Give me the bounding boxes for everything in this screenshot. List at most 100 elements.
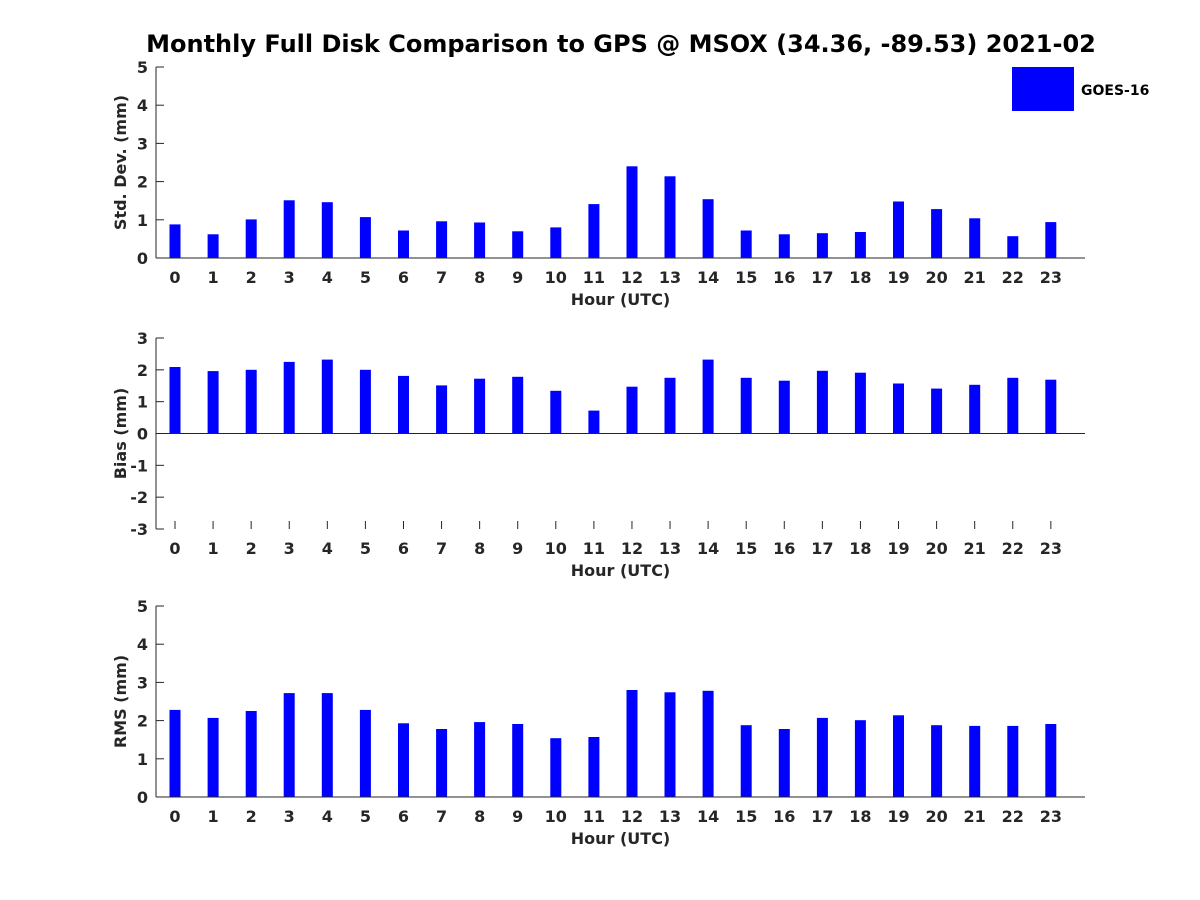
bias-x-tick-label: 9 xyxy=(512,539,523,558)
std-dev-bar-11 xyxy=(588,204,600,258)
rms-x-tick-label: 2 xyxy=(246,807,257,826)
legend: GOES-16 xyxy=(1012,67,1149,111)
std-dev-x-tick-label: 16 xyxy=(773,268,795,287)
std-dev-x-tick-label: 19 xyxy=(887,268,909,287)
bias-bar-22 xyxy=(1007,377,1019,434)
rms-bar-9 xyxy=(512,724,524,797)
rms-bar-12 xyxy=(626,690,638,797)
bias-x-tick-label: 21 xyxy=(964,539,986,558)
std-dev-y-axis-label: Std. Dev. (mm) xyxy=(111,95,130,230)
bias-y-tick-label: 3 xyxy=(137,329,148,348)
rms-x-tick-label: 15 xyxy=(735,807,757,826)
rms-x-tick-label: 17 xyxy=(811,807,833,826)
bias-y-tick-label: -3 xyxy=(130,520,148,539)
bias-bar-0 xyxy=(169,367,181,434)
rms-bar-10 xyxy=(550,738,562,797)
bias-x-tick-label: 22 xyxy=(1002,539,1024,558)
std-dev-x-tick-label: 1 xyxy=(208,268,219,287)
rms-bar-7 xyxy=(436,729,448,797)
rms-x-tick-label: 9 xyxy=(512,807,523,826)
bias-x-tick-label: 14 xyxy=(697,539,719,558)
rms-x-tick-label: 16 xyxy=(773,807,795,826)
rms-y-tick-label: 0 xyxy=(137,788,148,807)
rms-bar-3 xyxy=(283,693,295,797)
std-dev-x-tick-label: 15 xyxy=(735,268,757,287)
rms-y-tick-label: 5 xyxy=(137,597,148,616)
std-dev-x-tick-label: 17 xyxy=(811,268,833,287)
bias-bar-3 xyxy=(283,361,295,434)
bias-y-tick-label: 2 xyxy=(137,361,148,380)
rms-bar-17 xyxy=(816,717,828,797)
rms-bar-5 xyxy=(359,709,371,797)
rms-bar-23 xyxy=(1045,724,1057,797)
rms-bar-2 xyxy=(245,711,257,797)
rms-x-tick-label: 14 xyxy=(697,807,719,826)
rms-x-tick-label: 4 xyxy=(322,807,333,826)
rms-bar-15 xyxy=(740,725,752,797)
std-dev-x-tick-label: 13 xyxy=(659,268,681,287)
rms-y-tick-label: 3 xyxy=(137,673,148,692)
bias-bar-11 xyxy=(588,410,600,434)
std-dev-bar-17 xyxy=(816,233,828,258)
std-dev-x-tick-label: 11 xyxy=(583,268,605,287)
std-dev-bar-9 xyxy=(512,231,524,258)
std-dev-bar-14 xyxy=(702,199,714,258)
rms-x-tick-label: 7 xyxy=(436,807,447,826)
rms-x-tick-label: 12 xyxy=(621,807,643,826)
bias-x-tick-label: 20 xyxy=(925,539,947,558)
std-dev-bar-10 xyxy=(550,227,562,258)
bias-y-tick-label: -2 xyxy=(130,488,148,507)
std-dev-bar-15 xyxy=(740,230,752,258)
bias-y-tick-label: -1 xyxy=(130,456,148,475)
std-dev-bar-19 xyxy=(893,201,904,258)
rms-x-tick-label: 18 xyxy=(849,807,871,826)
rms-bar-1 xyxy=(207,717,219,797)
bias-x-tick-label: 3 xyxy=(284,539,295,558)
std-dev-x-tick-label: 5 xyxy=(360,268,371,287)
rms-bar-21 xyxy=(969,725,981,797)
bias-bar-10 xyxy=(550,390,562,434)
std-dev-bar-16 xyxy=(778,234,790,258)
rms-y-tick-label: 4 xyxy=(137,635,148,654)
bias-x-tick-label: 11 xyxy=(583,539,605,558)
bias-x-tick-label: 13 xyxy=(659,539,681,558)
bias-bar-8 xyxy=(474,378,486,434)
bias-bar-4 xyxy=(321,359,333,434)
std-dev-bar-2 xyxy=(245,219,257,258)
std-dev-x-tick-label: 7 xyxy=(436,268,447,287)
std-dev-x-tick-label: 6 xyxy=(398,268,409,287)
std-dev-bar-21 xyxy=(969,218,981,258)
bias-bar-5 xyxy=(359,369,371,434)
bias-bar-15 xyxy=(740,377,752,434)
bias-bar-14 xyxy=(702,359,714,434)
std-dev-bar-8 xyxy=(474,222,486,258)
rms-x-tick-label: 3 xyxy=(284,807,295,826)
rms-bar-22 xyxy=(1007,725,1019,797)
std-dev-bar-23 xyxy=(1045,222,1057,258)
bias-bar-19 xyxy=(893,383,904,434)
std-dev-y-tick-label: 4 xyxy=(137,96,148,115)
std-dev-x-tick-label: 9 xyxy=(512,268,523,287)
std-dev-x-tick-label: 8 xyxy=(474,268,485,287)
rms-x-tick-label: 19 xyxy=(887,807,909,826)
bias-y-tick-label: 0 xyxy=(137,425,148,444)
bias-y-tick-label: 1 xyxy=(137,393,148,412)
std-dev-x-tick-label: 0 xyxy=(169,268,180,287)
std-dev-y-tick-label: 2 xyxy=(137,173,148,192)
rms-bar-18 xyxy=(854,720,866,797)
std-dev-bar-22 xyxy=(1007,236,1019,258)
rms-x-tick-label: 5 xyxy=(360,807,371,826)
bias-x-tick-label: 15 xyxy=(735,539,757,558)
rms-bar-11 xyxy=(588,737,600,797)
std-dev-y-tick-label: 5 xyxy=(137,58,148,77)
std-dev-bar-7 xyxy=(436,221,448,258)
rms-bar-14 xyxy=(702,690,714,797)
std-dev-bar-20 xyxy=(931,209,943,258)
rms-x-tick-label: 8 xyxy=(474,807,485,826)
rms-x-tick-label: 0 xyxy=(169,807,180,826)
bias-bar-17 xyxy=(816,370,828,434)
std-dev-x-tick-label: 10 xyxy=(545,268,567,287)
